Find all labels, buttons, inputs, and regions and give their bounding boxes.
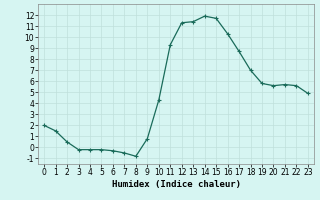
X-axis label: Humidex (Indice chaleur): Humidex (Indice chaleur) (111, 180, 241, 189)
